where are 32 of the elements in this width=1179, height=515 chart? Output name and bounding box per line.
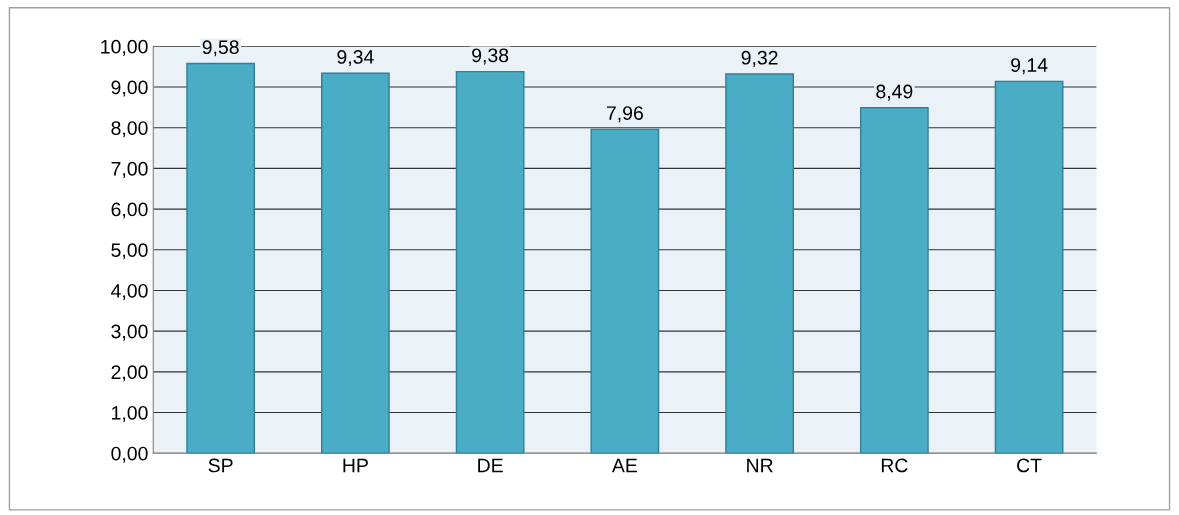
bar [994,80,1064,454]
x-tick-label: DE [478,458,503,473]
y-tick-label: 4,00 [111,283,148,300]
y-tick-label: 0,00 [111,446,148,463]
data-label: 9,32 [741,50,778,67]
x-tick-label: CT [1017,458,1042,473]
y-tick-label: 5,00 [111,243,148,260]
data-label: 9,58 [202,40,239,57]
x-tick-label: SP [208,458,233,473]
y-tick-label: 1,00 [112,405,148,423]
bar [859,107,929,454]
data-label: 7,96 [606,106,643,123]
bar [590,128,660,454]
y-tick-label: 9,00 [111,80,148,97]
data-label: 9,34 [337,50,374,67]
bar [725,73,794,454]
bar [186,62,256,454]
data-label: 8,49 [876,84,913,101]
x-tick-label: NR [747,458,773,473]
y-tick-label: 10,00 [101,39,148,56]
y-tick-label: 6,00 [111,202,148,219]
x-tick-label: AE [611,458,637,473]
data-label: 9,14 [1011,58,1048,75]
y-tick-label: 2,00 [111,365,148,382]
x-tick-label: HP [343,458,368,473]
y-tick-label: 7,00 [111,161,148,178]
bar [321,72,390,454]
y-tick-label: 3,00 [111,324,148,341]
data-label: 9,38 [472,48,509,65]
bar [455,70,525,454]
y-tick-label: 8,00 [111,121,148,138]
x-tick-label: RC [881,458,908,473]
